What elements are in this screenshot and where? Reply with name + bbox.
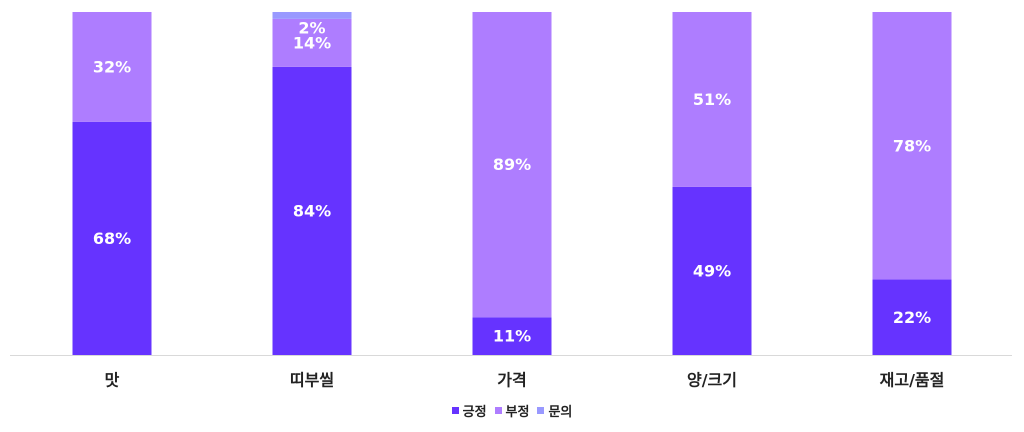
data-label-positive-sticker: 84% bbox=[293, 201, 331, 220]
legend-item-inquiry[interactable]: 문의 bbox=[537, 401, 572, 420]
data-label-positive-size: 49% bbox=[693, 261, 731, 280]
legend-item-positive[interactable]: 긍정 bbox=[451, 401, 487, 420]
x-tick-label-taste: 맛 bbox=[105, 371, 120, 390]
legend-swatch-inquiry bbox=[537, 407, 545, 414]
bar-negative-sticker[interactable] bbox=[272, 18, 352, 67]
legend: 긍정 부정 문의 bbox=[0, 401, 1024, 420]
legend-swatch-positive bbox=[451, 407, 459, 414]
data-label-positive-price: 11% bbox=[493, 327, 531, 346]
bar-negative-taste[interactable] bbox=[72, 12, 152, 122]
bars-layer bbox=[72, 12, 952, 355]
legend-label-negative: 부정 bbox=[505, 405, 530, 420]
x-tick-label-stock: 재고/품절 bbox=[880, 371, 945, 390]
bar-inquiry-sticker[interactable] bbox=[272, 12, 352, 19]
x-tick-label-price: 가격 bbox=[497, 371, 526, 390]
data-label-negative-price: 89% bbox=[493, 155, 531, 174]
x-tick-label-size: 양/크기 bbox=[687, 371, 737, 390]
bar-negative-price[interactable] bbox=[472, 12, 552, 318]
data-label-negative-taste: 32% bbox=[93, 57, 131, 76]
data-label-negative-sticker: 14% bbox=[293, 33, 331, 52]
data-label-inquiry-sticker: 2% bbox=[298, 19, 325, 38]
bar-positive-size[interactable] bbox=[672, 186, 752, 355]
bar-positive-stock[interactable] bbox=[872, 279, 952, 355]
legend-swatch-negative bbox=[494, 407, 502, 414]
bar-positive-price[interactable] bbox=[472, 317, 552, 355]
bar-negative-size[interactable] bbox=[672, 12, 752, 187]
bar-negative-stock[interactable] bbox=[872, 12, 952, 280]
bar-positive-taste[interactable] bbox=[72, 121, 152, 355]
data-label-negative-stock: 78% bbox=[893, 136, 931, 155]
data-label-positive-taste: 68% bbox=[93, 229, 131, 248]
bar-positive-sticker[interactable] bbox=[272, 66, 352, 355]
data-label-negative-size: 51% bbox=[693, 90, 731, 109]
legend-label-positive: 긍정 bbox=[462, 405, 487, 420]
x-tick-label-sticker: 띠부씰 bbox=[290, 371, 334, 390]
data-label-positive-stock: 22% bbox=[893, 308, 931, 327]
legend-label-inquiry: 문의 bbox=[548, 405, 573, 420]
legend-item-negative[interactable]: 부정 bbox=[494, 401, 530, 420]
data-labels-layer: 68% 32% 84% 14%2% 11% 89% 49% 51% 22% 78% bbox=[93, 19, 931, 346]
x-tick-labels: 맛 띠부씰 가격 양/크기 재고/품절 bbox=[105, 371, 945, 390]
